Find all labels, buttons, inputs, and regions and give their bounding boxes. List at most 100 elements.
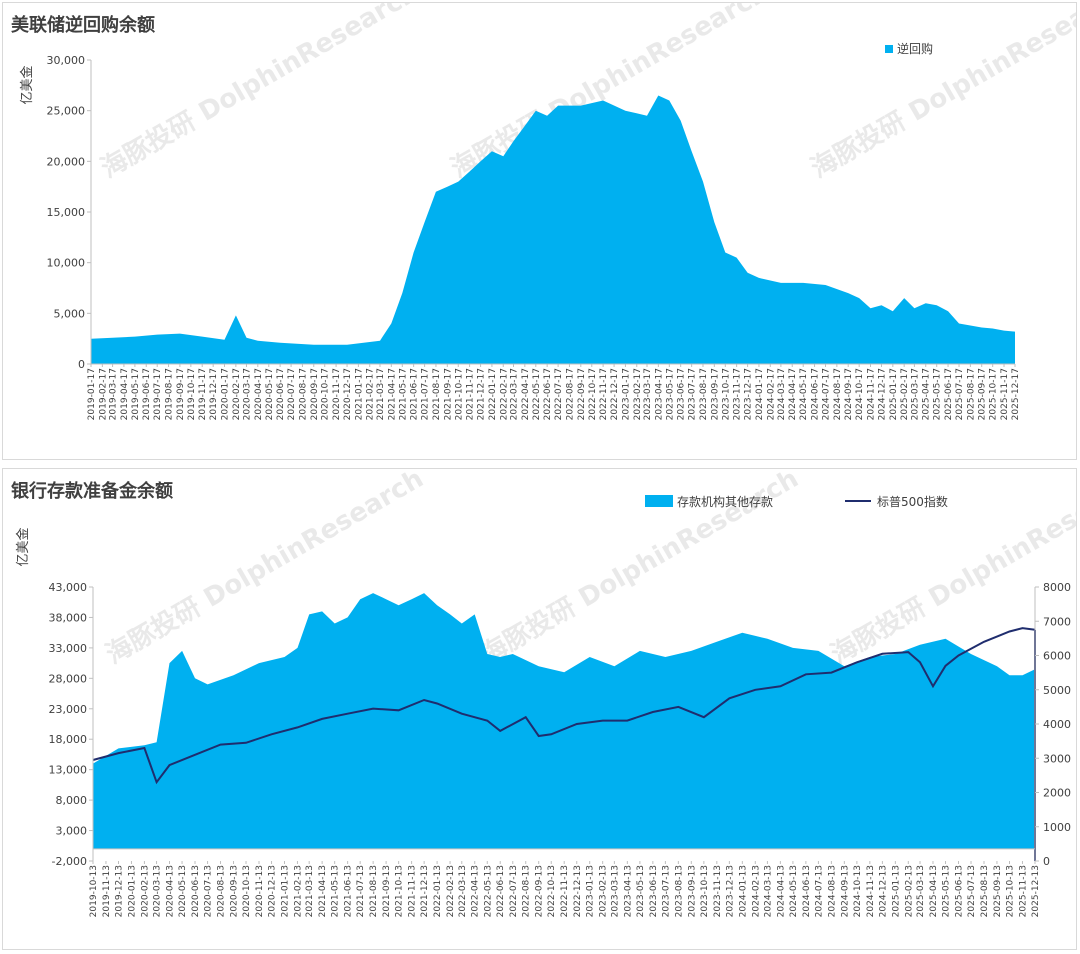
x-tick-label: 2025-07-17 [955,368,965,420]
x-tick-label: 2025-03-13 [916,865,926,917]
x-tick-label: 2023-01-13 [586,865,596,917]
x-tick-label: 2021-04-17 [387,368,397,420]
x-tick-label: 2022-03-17 [509,368,519,420]
x-tick-label: 2020-06-17 [276,368,286,420]
y2-tick-label: 6000 [1043,650,1071,663]
x-tick-label: 2023-10-13 [700,865,710,917]
x-tick-label: 2020-01-17 [221,368,231,420]
x-tick-label: 2024-05-13 [789,865,799,917]
y2-tick-label: 0 [1043,855,1050,868]
y-tick-label: 25,000 [47,105,86,118]
y-axis-label: 亿美金 [15,527,31,566]
x-tick-label: 2019-11-13 [102,865,112,917]
x-tick-label: 2020-03-17 [242,368,252,420]
y-tick-label: 3,000 [56,825,88,838]
x-tick-label: 2022-10-17 [588,368,598,420]
x-tick-label: 2024-07-17 [822,368,832,420]
x-tick-label: 2019-11-17 [198,368,208,420]
x-tick-label: 2024-07-13 [814,865,824,917]
x-tick-label: 2023-03-13 [610,865,620,917]
y-tick-label: 28,000 [49,672,88,685]
x-tick-label: 2025-02-13 [904,865,914,917]
x-tick-label: 2025-01-17 [889,368,899,420]
x-tick-label: 2025-12-13 [1031,865,1041,917]
x-tick-label: 2024-10-17 [855,368,865,420]
x-tick-label: 2025-10-17 [989,368,999,420]
x-tick-label: 2022-03-13 [458,865,468,917]
x-tick-label: 2019-06-17 [142,368,152,420]
x-tick-label: 2024-06-13 [802,865,812,917]
x-tick-label: 2025-04-17 [922,368,932,420]
x-tick-label: 2025-06-17 [944,368,954,420]
bank-reserves-chart: 亿美金 -2,000 3,000 8,000 13,000 18,000 23,000 28,… [15,494,1071,917]
x-tick-label: 2023-12-17 [744,368,754,420]
x-tick-label: 2025-08-17 [966,368,976,420]
x-tick-label: 2024-09-13 [840,865,850,917]
x-tick-label: 2019-02-17 [98,368,108,420]
x-tick-label: 2024-06-17 [811,368,821,420]
x-tick-label: 2024-08-13 [827,865,837,917]
chart-title: 银行存款准备金余额 [11,481,173,502]
legend-label-line: 标普500指数 [877,494,948,509]
x-tick-label: 2023-08-13 [674,865,684,917]
y-tick-label: 20,000 [47,155,86,168]
x-tick-label: 2020-08-13 [217,865,227,917]
x-tick-label: 2025-09-13 [993,865,1003,917]
x-tick-label: 2023-04-13 [623,865,633,917]
legend-label-area: 存款机构其他存款 [677,494,773,509]
x-tick-label: 2023-11-17 [733,368,743,420]
x-tick-label: 2020-10-13 [242,865,252,917]
x-tick-label: 2021-10-13 [395,865,405,917]
x-tick-label: 2022-12-13 [573,865,583,917]
x-tick-label: 2022-01-13 [433,865,443,917]
x-tick-label: 2021-12-13 [420,865,430,917]
x-tick-label: 2024-04-13 [776,865,786,917]
x-tick-label: 2024-10-13 [853,865,863,917]
x-tick-label: 2019-10-13 [89,865,99,917]
x-tick-label: 2020-05-13 [178,865,188,917]
x-tick-label: 2021-08-17 [432,368,442,420]
y-tick-label: 5,000 [54,307,86,320]
x-tick-label: 2023-12-13 [725,865,735,917]
x-tick-label: 2023-06-17 [677,368,687,420]
y-tick-label: -2,000 [52,855,87,868]
x-tick-label: 2021-11-17 [466,368,476,420]
x-tick-label: 2022-06-13 [496,865,506,917]
x-tick-label: 2023-05-17 [665,368,675,420]
x-tick-label: 2023-02-13 [599,865,609,917]
x-tick-label: 2024-05-17 [799,368,809,420]
x-tick-label: 2023-06-13 [649,865,659,917]
x-tick-label: 2024-09-17 [844,368,854,420]
x-tick-label: 2021-05-13 [331,865,341,917]
x-tick-label: 2024-12-17 [877,368,887,420]
x-tick-label: 2019-07-17 [153,368,163,420]
y-tick-label: 13,000 [49,764,88,777]
x-tick-label: 2020-12-13 [268,865,278,917]
y2-tick-label: 1000 [1043,821,1071,834]
x-tick-label: 2025-05-17 [933,368,943,420]
x-tick-label: 2022-11-17 [599,368,609,420]
x-tick-label: 2022-09-17 [577,368,587,420]
x-tick-label: 2025-08-13 [980,865,990,917]
y2-tick-label: 2000 [1043,787,1071,800]
x-tick-label: 2022-09-13 [535,865,545,917]
x-tick-label: 2021-08-13 [369,865,379,917]
x-tick-label: 2021-03-13 [305,865,315,917]
x-tick-label: 2021-03-17 [376,368,386,420]
x-tick-label: 2024-04-17 [788,368,798,420]
y-tick-label: 15,000 [47,206,86,219]
x-tick-label: 2020-01-13 [127,865,137,917]
x-tick-label: 2023-10-17 [721,368,731,420]
x-tick-label: 2025-02-17 [900,368,910,420]
x-tick-label: 2020-07-17 [287,368,297,420]
reverse-repo-chart-panel: 美联储逆回购余额 海豚投研 DolphinResearch 海豚投研 Dolph… [2,2,1077,460]
y-tick-label: 38,000 [49,611,88,624]
y-tick-label: 33,000 [49,642,88,655]
x-tick-label: 2023-05-13 [636,865,646,917]
x-tick-label: 2025-11-13 [1018,865,1028,917]
y-tick-label: 10,000 [47,257,86,270]
x-tick-label: 2019-03-17 [109,368,119,420]
y-tick-label: 43,000 [49,581,88,594]
x-tick-label: 2019-09-17 [176,368,186,420]
series-line-1 [92,627,1036,785]
